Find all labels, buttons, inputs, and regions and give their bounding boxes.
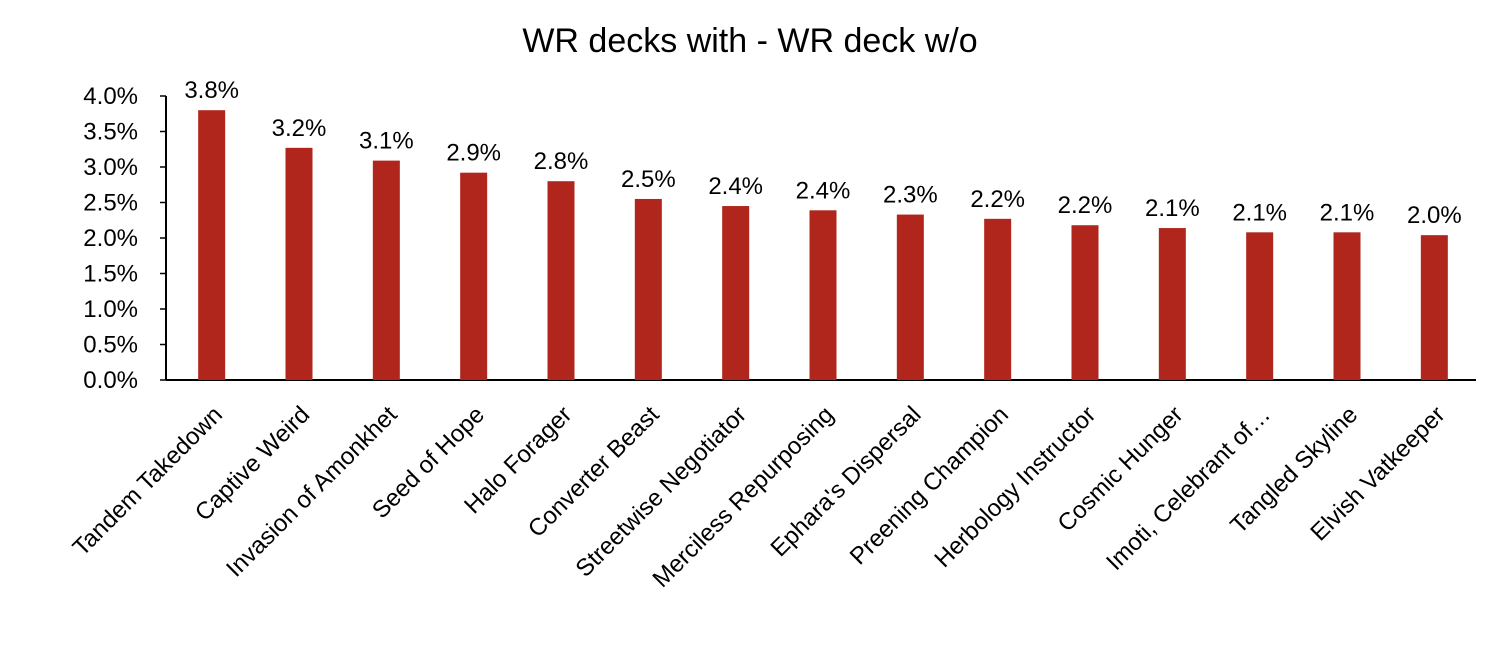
- category-label: Ephara's Dispersal: [766, 401, 927, 562]
- bar: [1420, 235, 1448, 380]
- data-label: 3.8%: [184, 77, 239, 104]
- bar: [984, 218, 1012, 380]
- y-tick-label: 1.5%: [83, 261, 138, 288]
- bar: [460, 172, 488, 380]
- data-label: 3.2%: [272, 115, 327, 142]
- bar: [634, 198, 662, 380]
- bar: [285, 147, 313, 380]
- data-label: 2.9%: [446, 140, 501, 167]
- bar: [896, 214, 924, 380]
- y-tick-label: 3.5%: [83, 119, 138, 146]
- bar: [1246, 232, 1274, 380]
- category-label: Preening Champion: [845, 401, 1014, 570]
- data-label: 2.0%: [1407, 202, 1462, 229]
- data-label: 2.1%: [1320, 199, 1375, 226]
- bar: [809, 210, 837, 380]
- y-tick-label: 2.5%: [83, 190, 138, 217]
- category-label: Herbology Instructor: [929, 401, 1101, 573]
- data-label: 2.2%: [970, 186, 1025, 213]
- category-label: Imoti, Celebrant of…: [1101, 401, 1276, 576]
- bar: [1071, 225, 1099, 380]
- category-label: Tandem Takedown: [68, 401, 228, 561]
- bar: [1333, 232, 1361, 380]
- bar: [722, 206, 750, 380]
- y-tick-label: 0.5%: [83, 332, 138, 359]
- y-tick-label: 1.0%: [83, 296, 138, 323]
- category-label: Streetwise Negotiator: [571, 401, 752, 582]
- bar: [1158, 228, 1186, 380]
- bar: [372, 160, 400, 380]
- y-tick-label: 0.0%: [83, 367, 138, 394]
- data-label: 2.4%: [708, 173, 763, 200]
- data-label: 2.4%: [796, 177, 851, 204]
- data-label: 2.5%: [621, 166, 676, 193]
- bar: [547, 181, 575, 380]
- data-labels: 3.8% 3.2% 3.1% 2.9% 2.8% 2.5% 2.4% 2.4% 2.3% 2.2%…: [184, 77, 1461, 229]
- y-tick-label: 4.0%: [83, 83, 138, 110]
- bar-series: [198, 110, 1448, 380]
- data-label: 2.3%: [883, 182, 938, 209]
- y-tick-label: 2.0%: [83, 225, 138, 252]
- bar: [198, 110, 226, 380]
- data-label: 2.1%: [1232, 199, 1287, 226]
- category-label: Invasion of Amonkhet: [221, 401, 403, 583]
- data-label: 3.1%: [359, 128, 414, 155]
- y-axis: 0.0% 0.5% 1.0% 1.5% 2.0% 2.5% 3.0% 3.5% 4.0%: [83, 83, 167, 394]
- data-label: 2.8%: [534, 148, 589, 175]
- y-tick-label: 3.0%: [83, 154, 138, 181]
- chart-title: WR decks with - WR deck w/o: [522, 22, 977, 60]
- data-label: 2.1%: [1145, 195, 1200, 222]
- data-label: 2.2%: [1058, 192, 1113, 219]
